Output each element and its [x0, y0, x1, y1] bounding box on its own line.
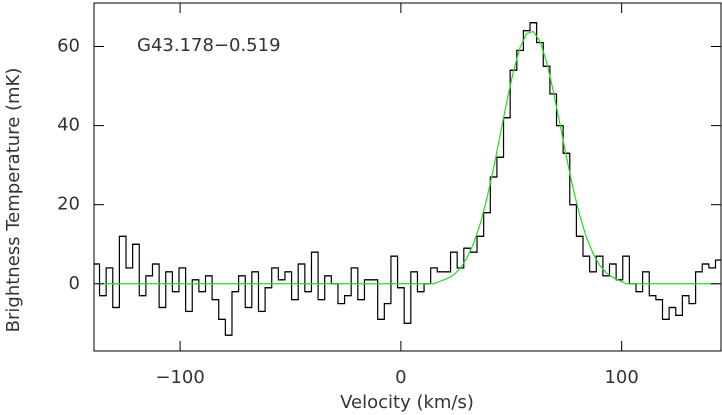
- y-tick-label: 40: [57, 115, 80, 136]
- annotation: G43.178−0.519: [137, 35, 281, 56]
- x-tick-label: 100: [604, 367, 638, 388]
- x-axis-label: Velocity (km/s): [340, 392, 474, 413]
- x-tick-label: 0: [395, 367, 406, 388]
- y-tick-label: 20: [57, 194, 80, 215]
- fit-line: [96, 30, 719, 285]
- plot-frame: [93, 2, 722, 352]
- x-tick-label: −100: [155, 367, 204, 388]
- plot-area: [94, 22, 721, 336]
- step-outline: [94, 22, 721, 336]
- y-axis-label: Brightness Temperature (mK): [3, 68, 24, 333]
- y-tick-label: 0: [69, 273, 80, 294]
- y-tick-label: 60: [57, 36, 80, 57]
